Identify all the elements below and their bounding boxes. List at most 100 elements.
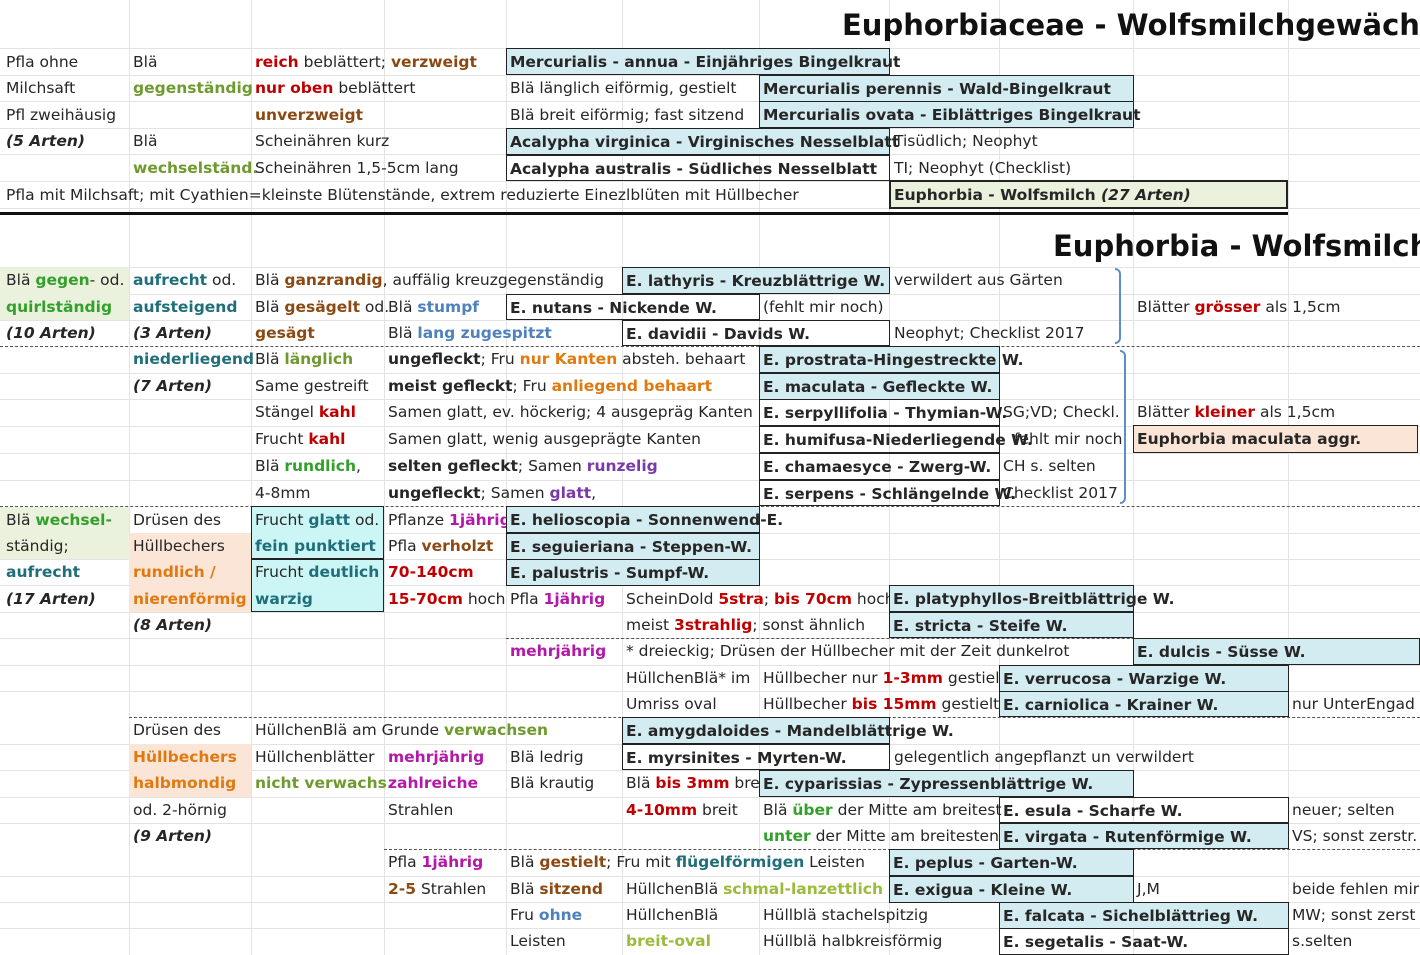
species-box: E. serpyllifolia - Thymian-W. [759,399,1007,426]
cell: Drüsen des [133,511,221,529]
cell: wechselständ. [133,159,259,177]
cell: Same gestreift [255,377,369,395]
cell-text: stumpf [417,298,480,316]
cell-text: (27 Arten) [1101,186,1191,204]
cell-text: bis 15mm [851,695,937,713]
grid-line [0,691,1420,692]
cell-text: Blä [626,774,656,792]
cell-text: reich [255,53,299,71]
cell: 15-70cm hoch [385,586,506,612]
section-title: Euphorbia - Wolfsmilch [1053,229,1420,263]
cell-text: , auffälig kreuzgegenständig [382,271,604,289]
cell-text: ; sonst ähnlich [752,616,866,634]
cell-text: bis 3mm [655,774,730,792]
cell-text: ungefleckt [388,350,481,368]
cell: HüllchenBlä schmal-lanzettlich [623,876,883,902]
species-box: Acalypha virginica - Virginisches Nessel… [506,128,899,155]
cell: Blä ledrig [510,748,584,766]
cell: (3 Arten) [133,324,212,342]
cell: nierenförmig [133,590,247,608]
species-box: E. myrsinites - Myrten-W. [622,744,890,770]
cell-text: 3strahlig [674,616,753,634]
species-box: E. stricta - Steife W. [889,612,1134,638]
species-box: Mercurialis - annua - Einjähriges Bingel… [506,48,900,75]
cell-text: Blä [255,350,285,368]
cell: Hüllbecher nur 1-3mm gestielt [760,665,1006,691]
grid-line [251,0,252,955]
cell: unter der Mitte am breitesten [760,823,999,849]
species-box: E. davidii - Davids W. [622,320,890,346]
cell-text: 1jährig [449,511,511,529]
grid-line [0,902,1420,903]
cell: Fru ohne [507,902,582,928]
section-separator [506,638,1420,639]
cell: Blä sitzend [507,876,603,902]
cell-text: Hüllbecher [763,695,852,713]
cell-text: absteh. behaart [617,350,746,368]
cell: ungefleckt; Samen glatt, [385,480,596,506]
species-box: E. nutans - Nickende W. [506,294,760,320]
cell: Blä breit eiförmig; fast sitzend [510,106,745,124]
cell-text: ; Samen [480,484,550,502]
cell: (10 Arten) [6,324,96,342]
cell: Pfla mit Milchsaft; mit Cyathien=kleinst… [6,186,799,204]
cell-text: Blä [255,271,285,289]
cell: (5 Arten) [6,132,85,150]
cell-text: Stängel [255,403,319,421]
cell: Hüllbechers [133,537,225,555]
cell: selten gefleckt; Samen runzelig [385,453,658,479]
grid-line [1288,0,1289,955]
cell: Scheinähren 1,5-5cm lang [255,159,459,177]
cell: (8 Arten) [133,616,212,634]
cell-text: deutlich [308,563,380,581]
cell-text: ; Fru [480,350,520,368]
species-box: E. prostrata-Hingestreckte W. [759,346,1024,373]
cell-text: Pflanze [388,511,450,529]
species-box: E. maculata - Gefleckte W. [759,373,1000,400]
cell-text: gestielt [942,669,1006,687]
cell-text: über [792,801,833,819]
cell-text: bre [729,774,760,792]
cell-text: runzelig [586,457,658,475]
species-box: E. serpens - Schlängelnde W. [759,480,1016,506]
cell: Frucht kahl [252,426,345,452]
cell: Tisüdlich; Neophyt [894,132,1038,150]
cell-text: Euphorbia - Wolfsmilch [894,186,1102,204]
species-box: Acalypha australis - Südliches Nesselbla… [506,155,890,181]
cell: Stängel kahl [252,399,356,425]
species-box: E. platyphyllos-Breitblättrige W. [889,585,1174,612]
cell-text: Blä [255,298,285,316]
cell-text: nur [519,350,550,368]
grid-line [0,426,1420,427]
cell: (7 Arten) [133,377,212,395]
cell-text: ; [763,590,775,608]
cell-text: Blä [510,853,540,871]
cell: (17 Arten) [6,590,96,608]
cell-text: od. [350,511,380,529]
cell-text: ; Samen [517,457,587,475]
grid-line [0,101,1420,102]
cell: Blä länglich eiförmig, gestielt [510,79,737,97]
cell-text: Hüllbecher nur [763,669,883,687]
cell-text: Pfla [510,590,544,608]
cell-bg [0,267,129,320]
grid-line [0,876,1420,877]
grid-line [0,181,1420,182]
cell: Blä [133,53,158,71]
cell: fehlt mir noch [1014,430,1123,448]
grid-line [622,0,623,955]
cell: Blätter grösser als 1,5cm [1134,294,1340,320]
grid-line [0,612,1420,613]
cell-text: od. [207,271,237,289]
aggregate-box: Euphorbia maculata aggr. [1133,425,1418,453]
cell-text: beblättert; [298,53,391,71]
cell: verwildert aus Gärten [894,271,1063,289]
grid-line [0,823,1420,824]
cell: Blä wechsel- [3,507,112,533]
cell: Blä stumpf [385,294,479,320]
cell: * dreieckig; Drüsen der Hüllbecher mit d… [626,642,1070,660]
species-box: E. peplus - Garten-W. [889,849,1134,876]
cell: aufrecht [6,563,81,581]
cell-text: breit [697,801,738,819]
